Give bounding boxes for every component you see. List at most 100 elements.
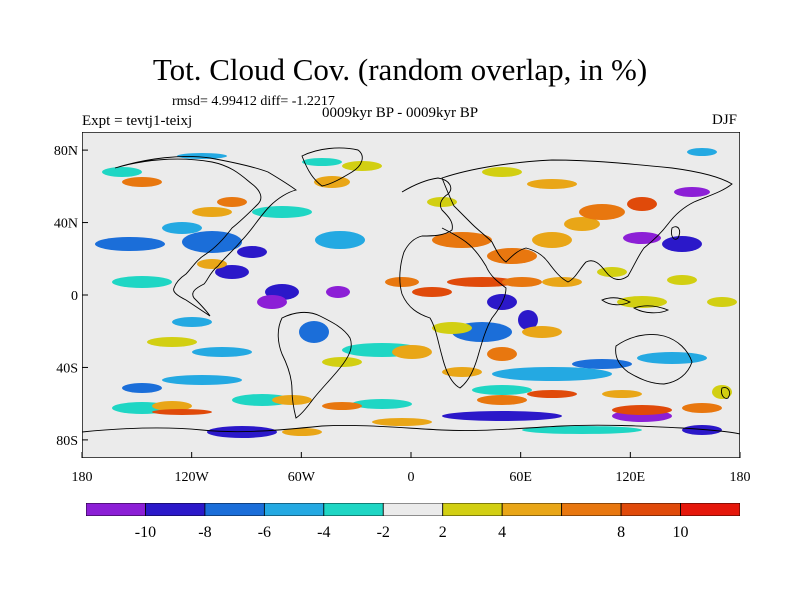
- colorbar-tick-label: 10: [673, 524, 689, 541]
- anomaly-patch: [172, 317, 212, 327]
- anomaly-patch: [177, 153, 227, 159]
- anomaly-patch: [322, 357, 362, 367]
- anomaly-patch: [447, 277, 517, 287]
- anomaly-patch: [112, 276, 172, 288]
- lat-tick-label: 80N: [54, 144, 78, 159]
- lat-tick-label: 0: [71, 289, 78, 304]
- anomaly-patch: [682, 425, 722, 435]
- cloud-cover-map: [82, 132, 740, 458]
- anomaly-patch: [667, 275, 697, 285]
- anomaly-patch: [217, 197, 247, 207]
- colorbar-bin: [620, 503, 681, 516]
- colorbar-bin: [204, 503, 265, 516]
- colorbar-bin: [323, 503, 384, 516]
- colorbar-bin: [382, 503, 444, 516]
- anomaly-patch: [342, 161, 382, 171]
- lat-tick-label: 40N: [54, 217, 78, 232]
- anomaly-patch: [152, 409, 212, 415]
- experiment-label: Expt = tevtj1-teixj: [82, 113, 193, 129]
- anomaly-patch: [299, 321, 329, 343]
- anomaly-patch: [215, 265, 249, 279]
- anomaly-patch: [674, 187, 710, 197]
- anomaly-patch: [564, 217, 600, 231]
- anomaly-patch: [272, 395, 312, 405]
- anomaly-patch: [257, 295, 287, 309]
- anomaly-patch: [152, 401, 192, 411]
- axes-overlay: 180 120W 60W 0 60E 120E 180 80N 40N 0 40S 80S: [54, 144, 751, 485]
- anomaly-patch: [602, 390, 642, 398]
- anomaly-patch: [612, 405, 672, 415]
- colorbar-tick-label: -6: [258, 524, 271, 541]
- anomaly-patch: [487, 347, 517, 361]
- anomaly-patch: [502, 277, 542, 287]
- anomaly-patch: [682, 403, 722, 413]
- colorbar: [86, 503, 740, 516]
- colorbar-tick-label: 8: [617, 524, 625, 541]
- lon-tick-label: 180: [730, 470, 751, 485]
- colorbar-bin: [86, 503, 146, 516]
- colorbar-tick-label: 4: [498, 524, 506, 541]
- anomaly-patch: [627, 197, 657, 211]
- lon-tick-label: 60W: [288, 470, 316, 485]
- anomaly-patch: [518, 310, 538, 330]
- anomaly-patch: [527, 179, 577, 189]
- anomaly-patch: [442, 367, 482, 377]
- anomaly-patch: [326, 286, 350, 298]
- colorbar-labels: -10 -8 -6 -4 -2 2 4 8 10: [135, 524, 689, 541]
- anomaly-patch: [122, 383, 162, 393]
- anomaly-patch: [192, 207, 232, 217]
- colorbar-tick-label: -2: [377, 524, 390, 541]
- anomaly-patch: [102, 167, 142, 177]
- lon-tick-label: 0: [408, 470, 415, 485]
- colorbar-tick-label: -10: [135, 524, 156, 541]
- plot-title: Tot. Cloud Cov. (random overlap, in %): [152, 52, 648, 87]
- anomaly-patch: [662, 236, 702, 252]
- anomaly-patch: [302, 158, 342, 166]
- lat-tick-label: 80S: [56, 434, 78, 449]
- anomaly-patch: [707, 297, 737, 307]
- lon-tick-label: 60E: [509, 470, 532, 485]
- anomaly-patch: [492, 367, 612, 381]
- anomaly-patch: [637, 352, 707, 364]
- colorbar-bin: [263, 503, 325, 516]
- anomaly-patch: [522, 326, 562, 338]
- anomaly-patch: [472, 385, 532, 395]
- lon-tick-label: 180: [72, 470, 93, 485]
- anomaly-patch: [527, 390, 577, 398]
- anomaly-patch: [162, 222, 202, 234]
- anomaly-patch: [122, 177, 162, 187]
- anomaly-patch: [482, 167, 522, 177]
- anomaly-patch: [442, 411, 562, 421]
- anomaly-field: [95, 148, 737, 438]
- anomaly-patch: [427, 197, 457, 207]
- anomaly-patch: [352, 399, 412, 409]
- anomaly-patch: [532, 232, 572, 248]
- lon-tick-label: 120W: [175, 470, 210, 485]
- anomaly-patch: [623, 232, 661, 244]
- anomaly-patch: [687, 148, 717, 156]
- coastlines: [82, 147, 740, 435]
- anomaly-patch: [477, 395, 527, 405]
- lat-tick-label: 40S: [56, 361, 78, 376]
- anomaly-patch: [182, 231, 242, 253]
- anomaly-patch: [372, 418, 432, 426]
- anomaly-patch: [522, 426, 642, 434]
- rmsd-diff-label: rmsd= 4.99412 diff= -1.2217: [172, 94, 335, 109]
- lon-tick-label: 120E: [616, 470, 646, 485]
- season-label: DJF: [712, 112, 738, 128]
- anomaly-patch: [392, 345, 432, 359]
- colorbar-bin: [561, 503, 622, 516]
- anomaly-patch: [432, 322, 472, 334]
- colorbar-bin: [680, 503, 740, 516]
- anomaly-patch: [314, 176, 350, 188]
- colorbar-tick-label: -4: [317, 524, 330, 541]
- anomaly-patch: [95, 237, 165, 251]
- colorbar-tick-label: -8: [198, 524, 211, 541]
- anomaly-patch: [579, 204, 625, 220]
- anomaly-patch: [322, 402, 362, 410]
- anomaly-patch: [162, 375, 242, 385]
- colorbar-bin: [442, 503, 503, 516]
- anomaly-patch: [197, 259, 227, 269]
- anomaly-patch: [572, 359, 632, 369]
- period-label: 0009kyr BP - 0009kyr BP: [322, 105, 479, 121]
